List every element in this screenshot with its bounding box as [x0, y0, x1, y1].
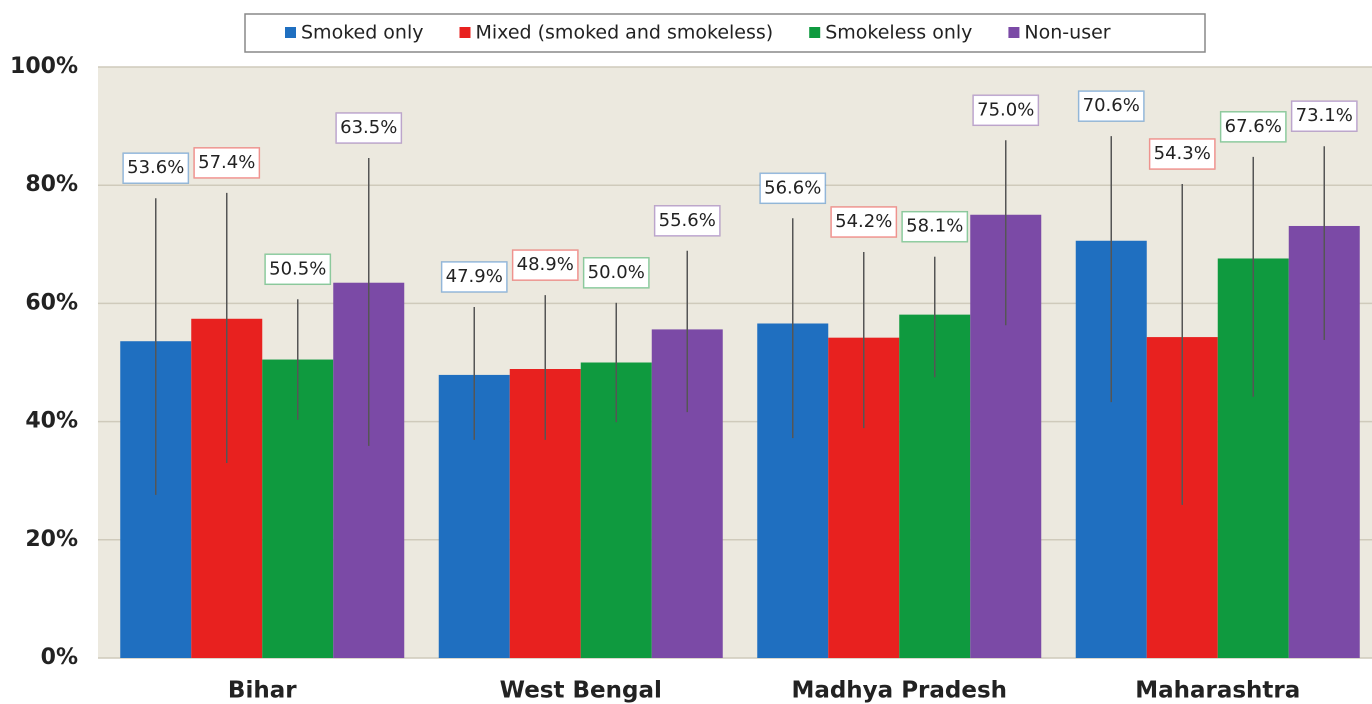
legend-marker: [1008, 27, 1020, 38]
value-label: 56.6%: [764, 177, 821, 198]
legend-label: Smokeless only: [825, 22, 972, 44]
x-tick-label: West Bengal: [500, 678, 662, 704]
value-label: 67.6%: [1225, 116, 1282, 137]
value-label-box: [193, 147, 261, 179]
value-label-box: [830, 206, 898, 238]
value-label: 70.6%: [1083, 95, 1140, 116]
value-label-box: [335, 112, 403, 144]
value-label: 50.0%: [588, 262, 645, 283]
legend-label: Mixed (smoked and smokeless): [476, 22, 774, 44]
value-label: 75.0%: [977, 99, 1034, 120]
y-tick-label: 80%: [25, 172, 78, 197]
value-label-box: [653, 205, 721, 237]
value-label: 47.9%: [446, 266, 503, 287]
value-label-box: [759, 172, 827, 205]
value-label-box: [440, 261, 508, 293]
y-tick-label: 20%: [25, 527, 78, 552]
value-label: 48.9%: [517, 254, 574, 275]
legend-marker: [459, 27, 471, 38]
x-tick-label: Bihar: [228, 678, 297, 704]
value-label: 53.6%: [127, 157, 184, 178]
value-label: 58.1%: [906, 216, 963, 237]
value-label-box: [264, 253, 332, 286]
value-label-box: [1077, 90, 1145, 122]
value-label: 55.6%: [659, 210, 716, 231]
value-label-box: [901, 210, 969, 243]
value-label-box: [511, 249, 579, 281]
value-label-box: [1148, 138, 1216, 170]
legend-label: Non-user: [1024, 22, 1110, 44]
legend-marker: [809, 27, 821, 38]
value-label-box: [1290, 100, 1358, 132]
value-label-box: [972, 94, 1040, 127]
value-label: 57.4%: [198, 152, 255, 173]
value-label: 63.5%: [340, 117, 397, 138]
value-label-box: [582, 257, 650, 289]
value-label: 54.3%: [1154, 143, 1211, 164]
value-label: 73.1%: [1296, 105, 1353, 126]
y-tick-label: 0%: [41, 645, 78, 670]
legend-box: [244, 13, 1206, 53]
legend-marker: [285, 27, 296, 38]
y-tick-label: 60%: [25, 290, 78, 315]
value-label-box: [1219, 111, 1287, 143]
x-tick-label: Madhya Pradesh: [791, 678, 1007, 704]
x-tick-label: Maharashtra: [1135, 678, 1300, 704]
legend-label: Smoked only: [301, 22, 424, 44]
y-tick-label: 100%: [10, 54, 78, 79]
value-label: 50.5%: [269, 258, 326, 279]
value-label-box: [122, 152, 190, 184]
y-tick-label: 40%: [25, 409, 78, 434]
value-label: 54.2%: [835, 211, 892, 232]
